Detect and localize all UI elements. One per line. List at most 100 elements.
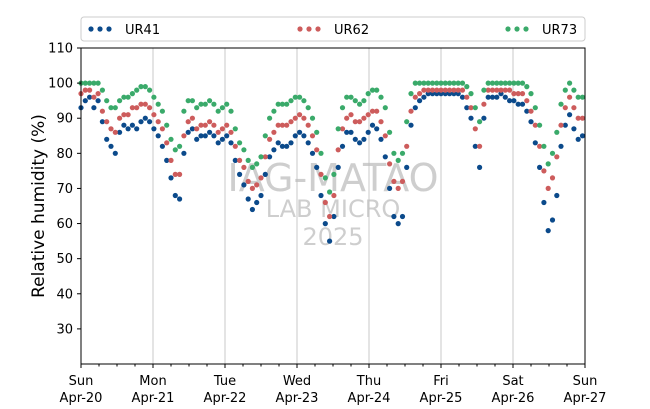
data-point <box>459 80 466 86</box>
data-point <box>284 143 290 149</box>
data-point <box>129 105 135 111</box>
series-layer <box>78 80 586 244</box>
x-tick-day-label: Thu <box>356 374 381 389</box>
data-point <box>271 147 277 153</box>
data-point <box>515 91 521 97</box>
data-point <box>151 94 157 100</box>
data-point <box>425 87 431 93</box>
data-point <box>348 129 354 135</box>
x-tick-day-label: Tue <box>213 374 236 389</box>
data-point <box>142 115 148 121</box>
data-point <box>447 87 453 93</box>
data-point <box>232 143 238 149</box>
legend-label: UR62 <box>334 23 369 38</box>
data-point <box>207 119 213 125</box>
data-point <box>164 140 170 146</box>
y-tick-label: 50 <box>56 252 73 267</box>
data-point <box>87 80 93 86</box>
data-point <box>112 150 118 156</box>
data-point <box>369 108 376 114</box>
y-axis: 30 40 50 60 70 80 90 100 110 <box>48 42 81 337</box>
data-point <box>404 119 410 125</box>
data-point <box>391 150 397 156</box>
data-point <box>339 105 346 111</box>
data-point <box>254 199 260 206</box>
data-point <box>421 80 427 86</box>
legend: UR41 UR62 UR73 <box>80 16 586 42</box>
data-point <box>279 143 285 149</box>
data-point <box>412 105 418 111</box>
data-point <box>147 87 153 93</box>
data-point <box>399 213 406 220</box>
data-point <box>134 126 140 132</box>
data-point <box>237 157 243 163</box>
data-point <box>147 105 153 111</box>
data-point <box>219 105 225 111</box>
data-point <box>579 94 586 100</box>
data-point <box>425 80 431 86</box>
data-point <box>125 112 131 118</box>
vertical-grid <box>152 48 514 364</box>
data-point <box>142 101 148 107</box>
x-tick-date-label: Apr-21 <box>132 391 175 406</box>
data-point <box>241 164 247 170</box>
data-point <box>219 136 225 142</box>
data-point <box>511 98 517 104</box>
data-point <box>528 91 534 97</box>
data-point <box>198 133 204 139</box>
y-tick-label: 30 <box>56 322 73 337</box>
data-point <box>507 87 513 93</box>
data-point <box>104 98 110 104</box>
data-point <box>562 122 568 128</box>
series-UR73 <box>78 80 586 195</box>
legend-marker <box>523 26 529 32</box>
legend-marker <box>97 26 103 32</box>
data-point <box>442 80 448 86</box>
data-point <box>481 115 487 121</box>
data-point <box>472 143 478 149</box>
data-point <box>219 126 225 132</box>
data-point <box>395 157 401 163</box>
data-point <box>104 119 110 125</box>
data-point <box>455 87 461 93</box>
data-point <box>138 119 144 125</box>
data-point <box>262 154 268 160</box>
data-point <box>155 133 161 139</box>
data-point <box>241 147 247 153</box>
data-point <box>579 133 586 139</box>
data-point <box>125 126 131 132</box>
x-tick-day-label: Sun <box>573 374 598 389</box>
data-point <box>459 87 466 93</box>
data-point <box>477 143 483 149</box>
data-point <box>541 143 547 149</box>
data-point <box>318 171 324 177</box>
data-point <box>344 129 350 135</box>
data-point <box>382 154 388 160</box>
data-point <box>258 154 264 160</box>
data-point <box>532 105 538 111</box>
data-point <box>352 136 358 142</box>
data-point <box>91 94 97 100</box>
data-point <box>374 87 380 93</box>
data-point <box>365 91 371 97</box>
data-point <box>571 87 577 93</box>
data-point <box>502 94 508 100</box>
data-point <box>95 98 101 104</box>
data-point <box>301 133 307 139</box>
data-point <box>168 157 174 163</box>
data-point <box>305 105 311 111</box>
data-point <box>271 108 277 114</box>
data-point <box>237 140 243 146</box>
data-point <box>524 84 530 90</box>
data-point <box>181 108 187 114</box>
data-point <box>322 175 328 181</box>
data-point <box>442 87 448 93</box>
data-point <box>404 164 410 170</box>
data-point <box>159 108 165 114</box>
data-point <box>417 98 423 104</box>
data-point <box>245 196 251 202</box>
x-axis: Sun Apr-20 Mon Apr-21 Tue Apr-22 Wed Apr-23 Thu A… <box>60 364 606 406</box>
data-point <box>211 122 217 128</box>
data-point <box>357 119 363 125</box>
data-point <box>408 91 414 97</box>
